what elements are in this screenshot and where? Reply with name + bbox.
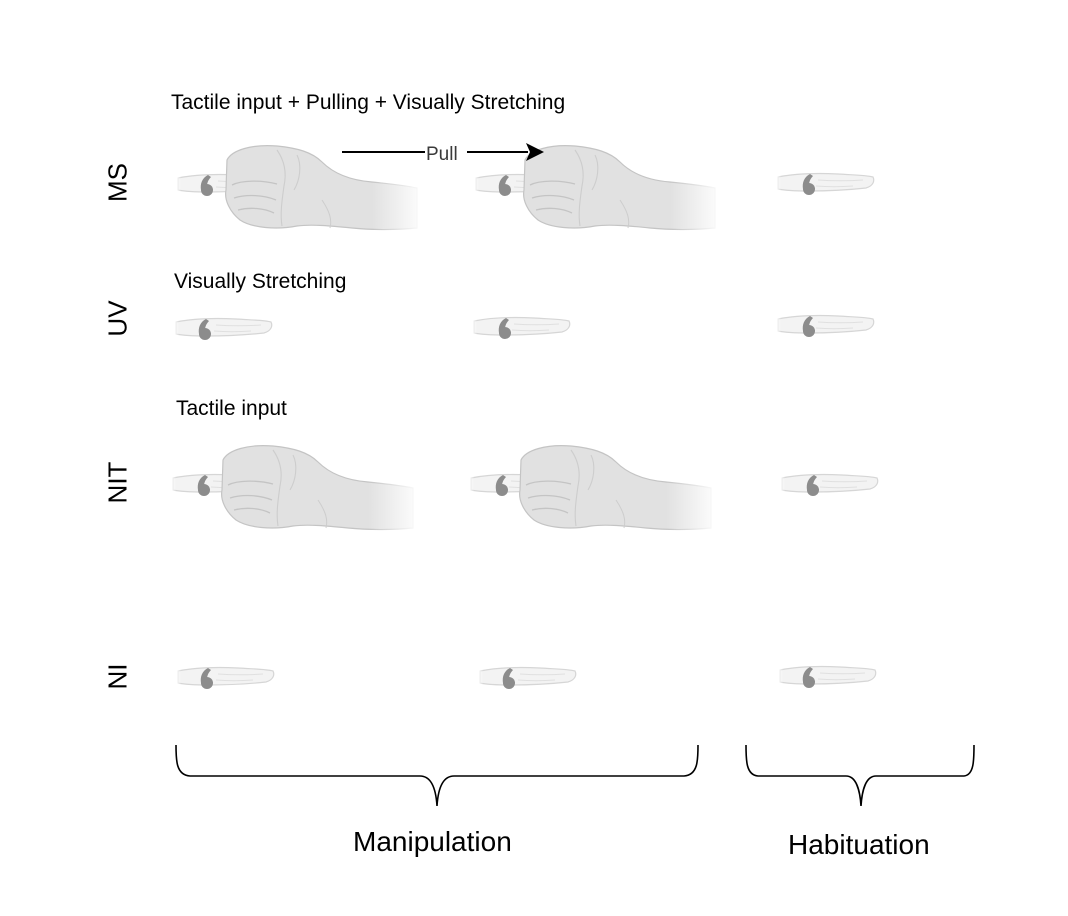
nit-habit-finger — [779, 471, 879, 497]
nit-manip-2-hand — [468, 439, 717, 533]
uv-row-label: UV — [102, 300, 133, 337]
manipulation-label: Manipulation — [353, 826, 512, 857]
habituation-brace — [745, 744, 975, 807]
ni-habit-finger — [777, 663, 877, 689]
ms-condition-title: Tactile input + Pulling + Visually Stret… — [171, 91, 566, 114]
nit-condition-title: Tactile input — [176, 397, 287, 420]
ms-manip-1-hand — [175, 139, 423, 233]
manipulation-brace — [175, 744, 699, 807]
pull-arrow — [342, 143, 544, 161]
ms-habit-finger — [775, 170, 875, 196]
uv-manip-2-finger — [471, 314, 571, 340]
ms-manip-2-hand — [473, 139, 721, 233]
pull-label: Pull — [426, 144, 458, 165]
ni-row-label: NI — [102, 663, 133, 690]
ni-manip-2-finger — [477, 664, 577, 690]
uv-manip-1-finger — [173, 315, 273, 341]
ms-row-label: MS — [102, 163, 133, 202]
uv-condition-title: Visually Stretching — [174, 270, 347, 293]
ni-manip-1-finger — [175, 664, 275, 690]
nit-row-label: NIT — [102, 461, 133, 504]
nit-manip-1-hand — [170, 439, 419, 533]
habituation-label: Habituation — [788, 829, 930, 860]
uv-habit-finger — [775, 312, 875, 338]
